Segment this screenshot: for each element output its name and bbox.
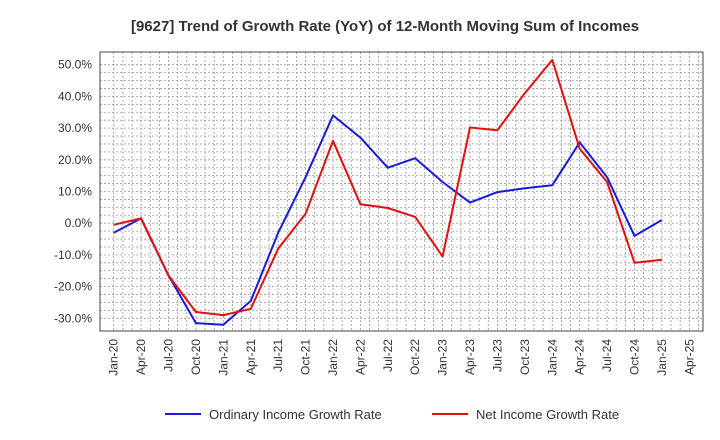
chart-title: [9627] Trend of Growth Rate (YoY) of 12-… bbox=[131, 18, 639, 35]
y-axis: 50.0% 40.0% 30.0% 20.0% 10.0% 0.0% -10.0% -20.0… bbox=[54, 58, 92, 326]
x-tick-label: Jul-21 bbox=[271, 339, 285, 372]
y-tick-label: -10.0% bbox=[54, 248, 92, 262]
x-axis: Jan-20 Apr-20 Jul-20 Oct-20 Jan-21 Apr-21 Jul-… bbox=[107, 339, 697, 376]
x-tick-label: Oct-21 bbox=[299, 339, 313, 375]
x-tick-label: Apr-21 bbox=[244, 339, 258, 375]
x-tick-label: Apr-23 bbox=[463, 339, 477, 375]
series-lines bbox=[113, 58, 663, 326]
y-tick-label: -30.0% bbox=[54, 311, 92, 325]
x-tick-label: Oct-24 bbox=[627, 339, 641, 375]
grid bbox=[100, 52, 703, 331]
legend-label: Ordinary Income Growth Rate bbox=[209, 407, 382, 422]
x-tick-label: Jan-22 bbox=[326, 339, 340, 376]
x-tick-label: Apr-24 bbox=[573, 339, 587, 375]
x-tick-label: Apr-22 bbox=[353, 339, 367, 375]
x-tick-label: Jan-24 bbox=[545, 339, 559, 376]
plot-frame bbox=[99, 51, 704, 332]
x-tick-label: Jan-23 bbox=[436, 339, 450, 376]
x-tick-label: Oct-23 bbox=[518, 339, 532, 375]
y-tick-label: 30.0% bbox=[58, 121, 92, 135]
y-tick-label: -20.0% bbox=[54, 280, 92, 294]
y-tick-label: 40.0% bbox=[58, 89, 92, 103]
x-tick-label: Oct-20 bbox=[189, 339, 203, 375]
legend: Ordinary Income Growth Rate Net Income Gr… bbox=[165, 407, 619, 422]
y-tick-label: 10.0% bbox=[58, 185, 92, 199]
x-tick-label: Jul-20 bbox=[162, 339, 176, 372]
x-tick-label: Jan-25 bbox=[655, 339, 669, 376]
x-tick-label: Apr-25 bbox=[682, 339, 696, 375]
x-tick-label: Jul-24 bbox=[600, 339, 614, 372]
y-tick-label: 0.0% bbox=[65, 216, 93, 230]
x-tick-label: Apr-20 bbox=[134, 339, 148, 375]
y-tick-label: 20.0% bbox=[58, 153, 92, 167]
x-tick-label: Oct-22 bbox=[408, 339, 422, 375]
series-line-2 bbox=[113, 58, 663, 317]
x-tick-label: Jul-23 bbox=[490, 339, 504, 372]
y-tick-label: 50.0% bbox=[58, 58, 92, 72]
legend-label: Net Income Growth Rate bbox=[476, 407, 619, 422]
x-tick-label: Jan-20 bbox=[107, 339, 121, 376]
series-line-1 bbox=[113, 114, 663, 326]
x-tick-label: Jul-22 bbox=[381, 339, 395, 372]
x-tick-label: Jan-21 bbox=[216, 339, 230, 376]
